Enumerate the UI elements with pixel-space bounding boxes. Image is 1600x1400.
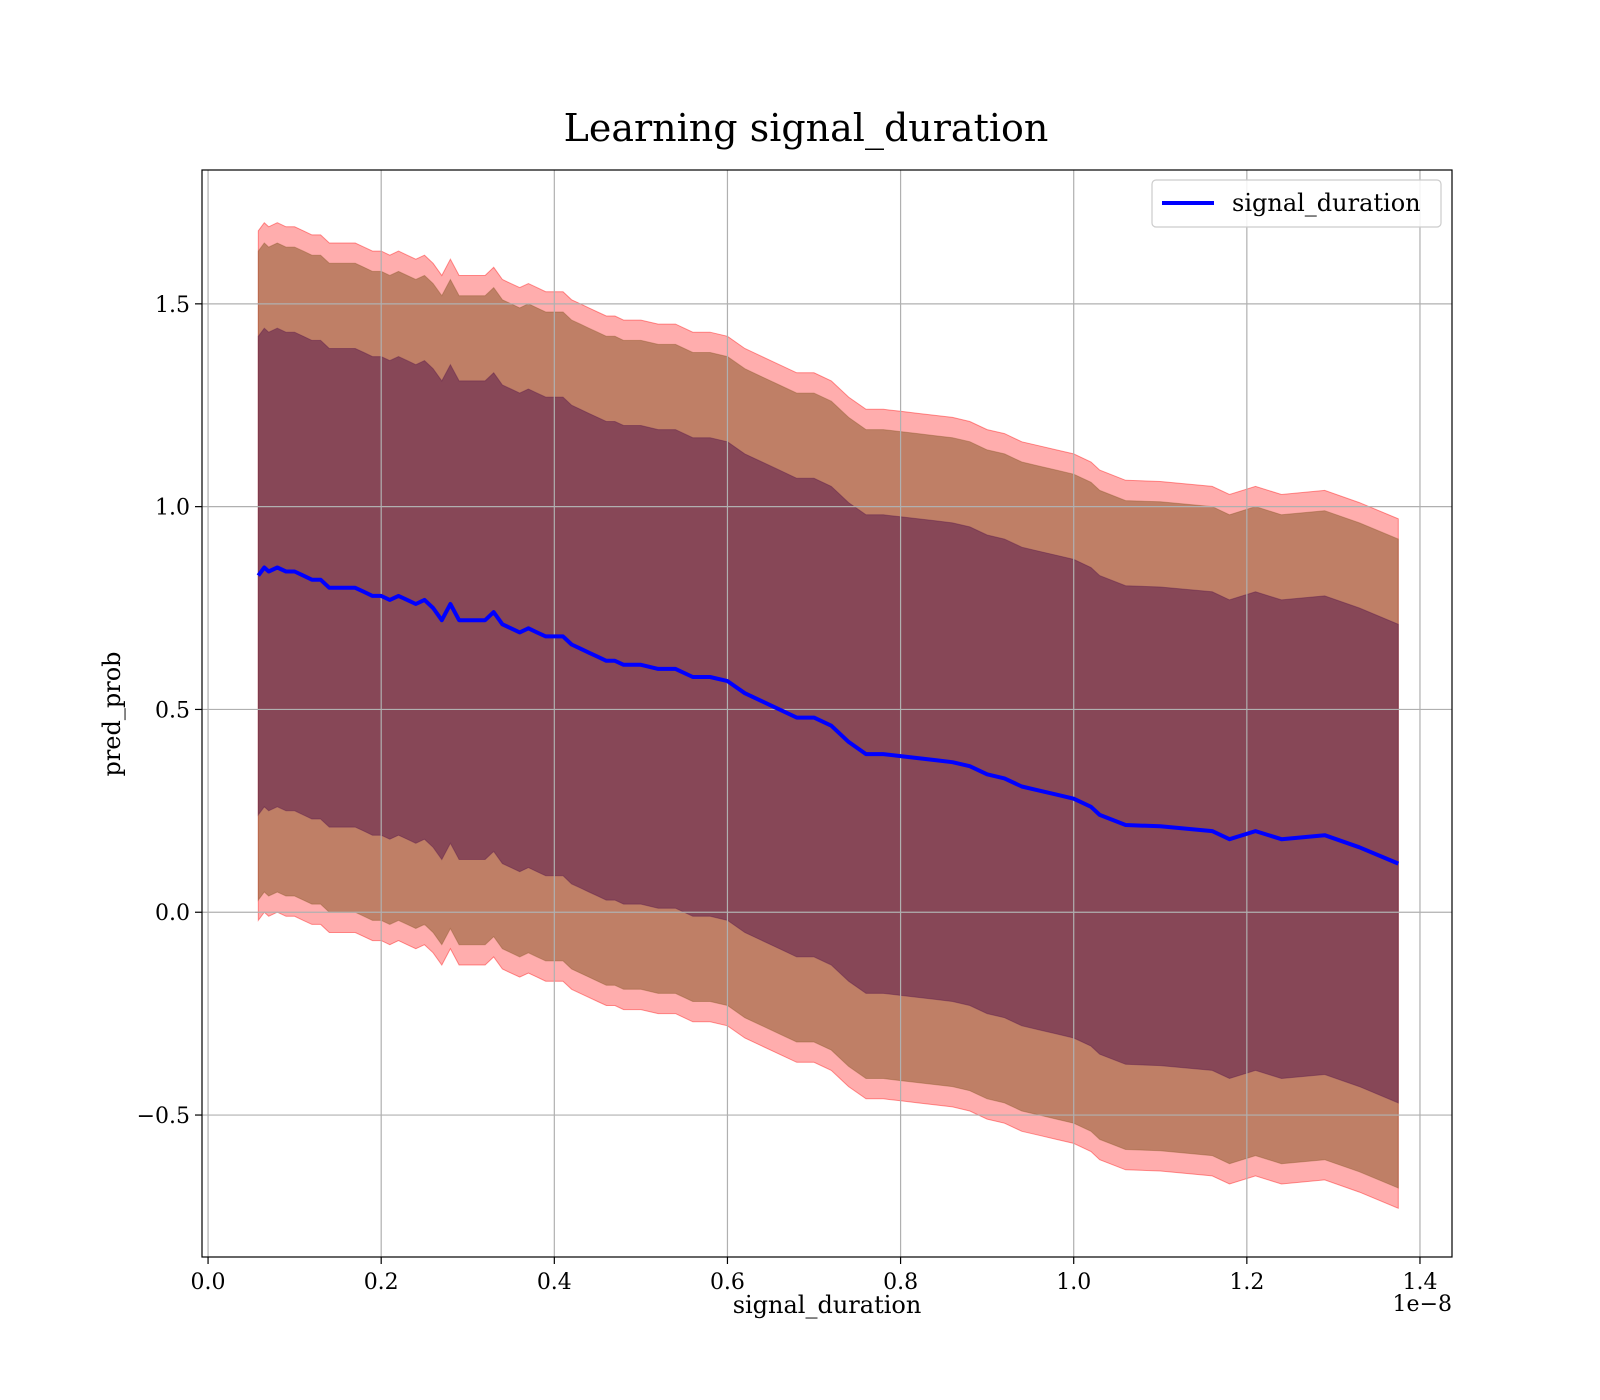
series-lines <box>256 565 1400 866</box>
x-tick-label-3: 0.6 <box>710 1270 745 1295</box>
x-axis-label: signal_duration <box>733 1291 922 1319</box>
plot-frame <box>201 169 1453 1258</box>
x-tick-label-2: 0.4 <box>537 1270 572 1295</box>
x-tick-label-1: 0.2 <box>364 1270 399 1295</box>
y-tick-label-2: 0.5 <box>155 698 190 723</box>
x-tick-label-7: 1.4 <box>1402 1270 1437 1295</box>
x-tick-label-0: 0.0 <box>191 1270 226 1295</box>
x-tick-label-5: 1.0 <box>1056 1270 1091 1295</box>
legend: signal_duration <box>1151 179 1442 228</box>
y-axis-ticks: −0.5 0.0 0.5 1.0 1.5 <box>137 293 202 1129</box>
y-tick-label-0: −0.5 <box>137 1104 190 1129</box>
y-tick-label-3: 1.0 <box>155 496 190 521</box>
chart-title: Learning signal_duration <box>564 106 1049 151</box>
series-line-signal-duration <box>256 565 1400 866</box>
band-inner <box>257 327 1399 1104</box>
y-tick-label-4: 1.5 <box>155 293 190 318</box>
x-axis-offset-label: 1e−8 <box>1393 1292 1452 1317</box>
confidence-bands <box>257 221 1399 1210</box>
y-tick-label-1: 0.0 <box>155 901 190 926</box>
x-axis-ticks: 0.0 0.2 0.4 0.6 0.8 1.0 1.2 1.4 <box>191 1257 1437 1295</box>
x-tick-label-4: 0.8 <box>883 1270 918 1295</box>
y-axis-label: pred_prob <box>98 651 126 776</box>
x-tick-label-6: 1.2 <box>1229 1270 1264 1295</box>
legend-box <box>1151 179 1442 228</box>
grid <box>202 170 1452 1257</box>
legend-entry-signal-duration: signal_duration <box>1232 189 1421 217</box>
